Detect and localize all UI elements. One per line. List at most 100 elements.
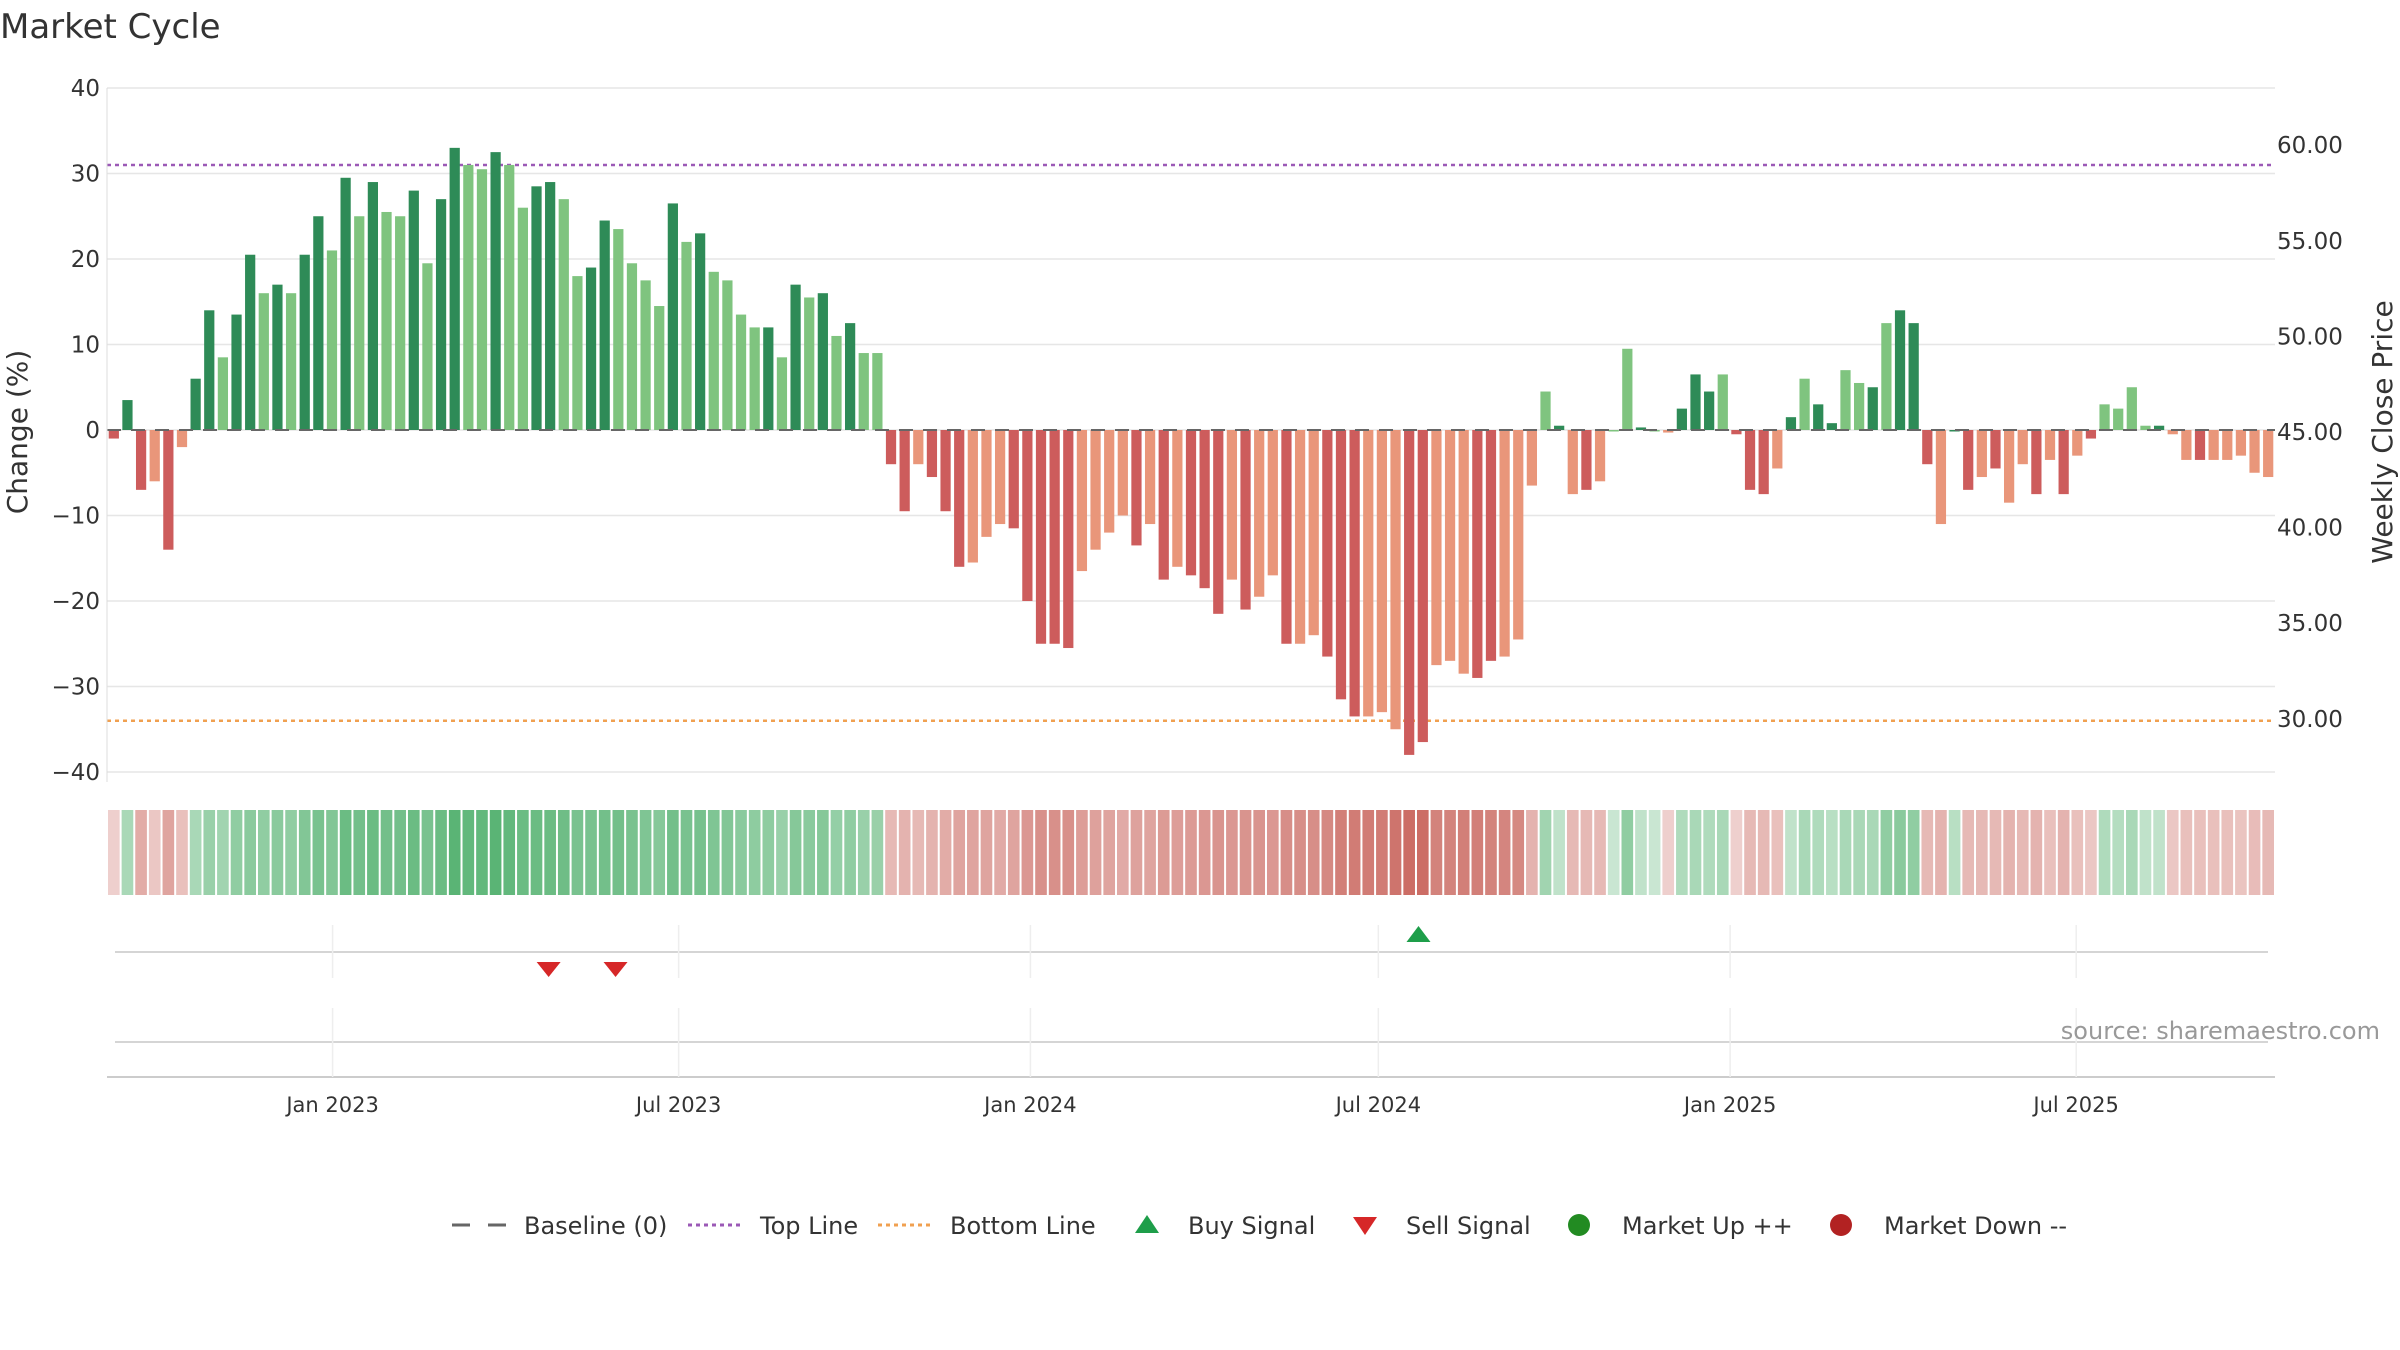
signal-panel (115, 925, 2268, 978)
heat-cell (626, 810, 638, 895)
bar (1840, 370, 1851, 430)
y2-tick-label: 50.00 (2277, 324, 2343, 350)
heat-cell (1157, 810, 1170, 895)
heat-cell (2016, 810, 2029, 895)
heat-cell (1785, 810, 1797, 895)
heat-cell (680, 810, 693, 895)
heat-cell (285, 810, 297, 895)
bar (1049, 430, 1060, 644)
bar (1826, 423, 1837, 430)
heat-cell (707, 810, 720, 895)
bar (1390, 430, 1401, 730)
y2-tick-label: 55.00 (2277, 229, 2343, 255)
bar (490, 152, 501, 430)
heat-cell (1512, 810, 1525, 895)
heat-cell (1376, 810, 1388, 895)
legend-item: Bottom Line (878, 1212, 1096, 1240)
legend-label: Market Down -- (1884, 1212, 2067, 1240)
y-axis-label: Change (%) (1, 350, 34, 515)
bar (558, 199, 569, 430)
heat-cell (1498, 810, 1511, 895)
legend-label: Bottom Line (950, 1212, 1096, 1240)
heat-cell (2085, 810, 2097, 895)
bar (1458, 430, 1469, 674)
bar (749, 327, 760, 430)
legend-triangle-down-icon (1353, 1217, 1377, 1235)
sell-signal-marker (536, 962, 561, 977)
legend-label: Buy Signal (1188, 1212, 1315, 1240)
bar (1513, 430, 1524, 640)
bar (531, 186, 542, 430)
heat-cell (939, 810, 952, 895)
bar (504, 164, 515, 430)
bar (926, 430, 938, 478)
bar (1922, 430, 1933, 465)
heat-cell (885, 810, 897, 895)
bar (176, 430, 188, 448)
x-tick-label: Jul 2025 (2031, 1093, 2118, 1117)
heat-cell (108, 810, 120, 895)
heat-cell (1907, 810, 1920, 895)
bar (1499, 430, 1510, 657)
bar (1240, 430, 1251, 610)
y-tick-label: 30 (71, 162, 100, 188)
heat-cell (871, 810, 884, 895)
bar (695, 233, 706, 430)
heat-cell (176, 810, 188, 895)
bar (858, 353, 869, 430)
heat-cell (2003, 810, 2015, 895)
bar (1731, 430, 1742, 435)
heat-cell (421, 810, 434, 895)
y2-axis-ticks: 60.00 55.00 50.00 45.00 40.00 35.00 30.00 (2277, 133, 2343, 733)
bar (1376, 430, 1388, 713)
heat-cell (1826, 810, 1838, 895)
x-tick-label: Jan 2025 (1682, 1093, 1777, 1117)
bar (463, 164, 474, 430)
bar (1363, 430, 1374, 717)
heat-cell (1444, 810, 1456, 895)
bar (1554, 425, 1565, 430)
heat-cell (803, 810, 816, 895)
bar (954, 430, 965, 567)
heat-cell (1280, 810, 1293, 895)
bar (190, 378, 201, 430)
heat-cell (312, 810, 325, 895)
heat-cell (2030, 810, 2043, 895)
heat-cell (1566, 810, 1579, 895)
legend-item: Baseline (0) (452, 1212, 667, 1240)
heat-cell (1171, 810, 1184, 895)
heat-cell (1716, 810, 1729, 895)
heat-cell (612, 810, 625, 895)
heat-cell (2071, 810, 2084, 895)
bar (1717, 374, 1728, 430)
heat-cell (1607, 810, 1620, 895)
heat-cell (530, 810, 543, 895)
bar (1949, 430, 1960, 432)
heat-cell (1539, 810, 1552, 895)
legend-label: Market Up ++ (1622, 1212, 1793, 1240)
bar (135, 430, 147, 490)
heat-cell (1048, 810, 1061, 895)
bar (1267, 430, 1278, 576)
legend-item: Sell Signal (1353, 1212, 1531, 1240)
bar (1158, 430, 1169, 580)
bar (585, 267, 597, 430)
y-tick-label: 40 (71, 76, 100, 102)
bar (2194, 430, 2206, 460)
bar (2031, 430, 2042, 495)
heat-cell (394, 810, 406, 895)
heat-cell (653, 810, 666, 895)
heat-cell (380, 810, 393, 895)
heat-cell (1062, 810, 1075, 895)
heat-cell (2194, 810, 2206, 895)
heat-cell (1416, 810, 1429, 895)
heat-cell (1948, 810, 1961, 895)
legend-item: Buy Signal (1135, 1212, 1315, 1240)
heat-cell (1866, 810, 1879, 895)
bar (776, 357, 788, 430)
heat-cell (339, 810, 352, 895)
bar (845, 323, 856, 430)
heat-cell (1457, 810, 1470, 895)
heat-cell (1730, 810, 1743, 895)
heat-cell (1198, 810, 1211, 895)
